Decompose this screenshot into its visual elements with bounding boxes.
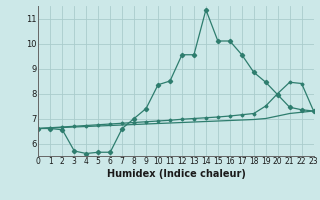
X-axis label: Humidex (Indice chaleur): Humidex (Indice chaleur) bbox=[107, 169, 245, 179]
